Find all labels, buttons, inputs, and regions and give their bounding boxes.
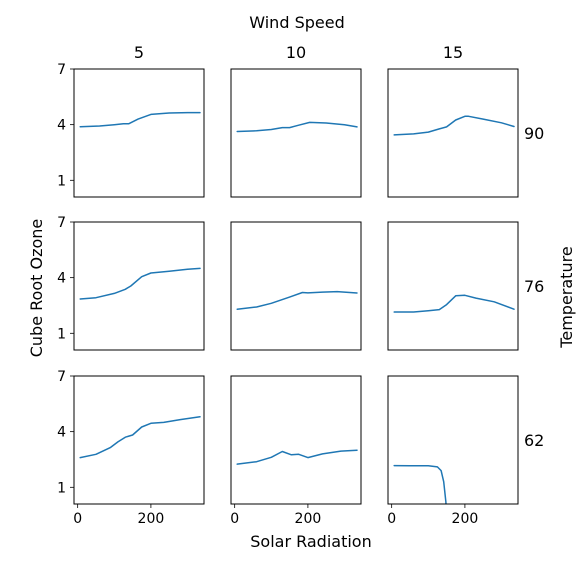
panel-frame <box>73 68 205 198</box>
panel-temp-76-wind-10 <box>230 221 362 351</box>
series-line <box>393 115 515 136</box>
x-tick-label: 200 <box>295 511 322 527</box>
series-line <box>79 416 201 459</box>
y-tick-label: 7 <box>57 62 66 78</box>
panel-frame <box>230 68 362 198</box>
row-facet-value: 76 <box>524 277 544 296</box>
panel-frame <box>73 375 205 505</box>
x-tick-label: 200 <box>452 511 479 527</box>
y-tick-label: 7 <box>57 215 66 231</box>
row-facet-value: 90 <box>524 124 544 143</box>
panel-temp-62-wind-15: 0 200 <box>387 375 519 527</box>
panel-frame <box>387 68 519 198</box>
col-facet-value: 15 <box>443 43 463 62</box>
panel-frame <box>387 221 519 351</box>
series-line <box>79 111 201 128</box>
y-tick-label: 4 <box>57 271 66 287</box>
series-line <box>393 464 447 504</box>
y-axis-label: Cube Root Ozone <box>27 219 46 358</box>
x-tick-label: 0 <box>230 511 239 527</box>
y-tick-label: 7 <box>57 369 66 385</box>
row-facet-title: Temperature <box>557 246 576 348</box>
col-facet-value: 5 <box>134 43 144 62</box>
y-tick-label: 4 <box>57 118 66 134</box>
x-tick-label: 0 <box>73 511 82 527</box>
x-axis-label: Solar Radiation <box>250 532 371 551</box>
panel-temp-90-wind-15 <box>387 68 519 198</box>
series-line <box>236 449 358 465</box>
panel-frame <box>73 221 205 351</box>
panel-frame <box>387 375 519 505</box>
panel-temp-76-wind-15 <box>387 221 519 351</box>
series-line <box>236 121 358 133</box>
y-tick-label: 4 <box>57 425 66 441</box>
panel-temp-90-wind-10 <box>230 68 362 198</box>
y-tick-label: 1 <box>57 173 66 189</box>
x-tick-label: 200 <box>138 511 165 527</box>
y-tick-label: 1 <box>57 326 66 342</box>
panel-temp-76-wind-5: 1 4 7 <box>57 215 205 351</box>
row-facet-value: 62 <box>524 431 544 450</box>
series-line <box>393 294 515 313</box>
panel-temp-62-wind-10: 0 200 <box>230 375 362 527</box>
col-facet-title: Wind Speed <box>249 13 344 32</box>
x-tick-label: 0 <box>387 511 396 527</box>
panel-frame <box>230 221 362 351</box>
panel-temp-90-wind-5: 1 4 7 <box>57 62 205 198</box>
panel-frame <box>230 375 362 505</box>
series-line <box>236 290 358 310</box>
col-facet-value: 10 <box>286 43 306 62</box>
series-line <box>79 267 201 300</box>
y-tick-label: 1 <box>57 480 66 496</box>
